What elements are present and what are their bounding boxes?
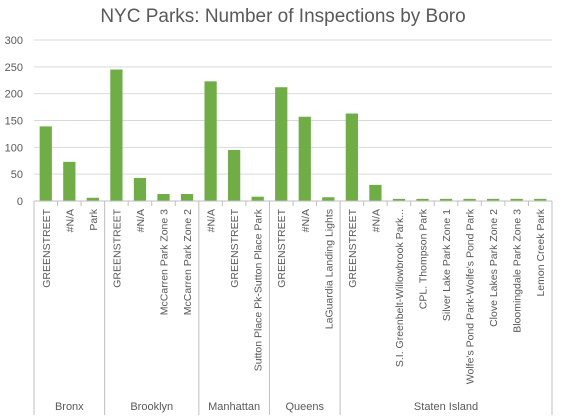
bar [157,194,170,201]
bar [180,194,194,201]
group-label: Brooklyn [130,401,173,413]
bar [251,196,264,201]
x-tick-label: Silver Lake Park Zone 1 [441,209,453,321]
bar [345,113,358,201]
x-tick-label: #N/A [135,209,147,232]
y-tick-label: 50 [11,169,23,181]
bars [39,69,547,202]
y-tick-label: 150 [5,116,23,128]
x-tick-label: McCarren Park Zone 3 [159,209,171,315]
bar [228,150,241,201]
bar [275,87,288,201]
bar [439,198,453,201]
x-tick-label: #N/A [64,209,76,232]
x-tick-label: Sutton Place Pk-Sutton Place Park [253,208,265,371]
group-label: Staten Island [414,401,478,413]
bar [86,197,99,201]
bar [510,198,523,201]
x-tick-label: Lemon Creek Park [535,208,547,296]
bar [322,197,335,201]
bar [463,198,476,201]
x-tick-label: LaGuardia Landing Lights [323,209,335,329]
x-tick-label: CPL. Thompson Park [418,208,430,309]
bar [110,69,123,202]
x-tick-label: GREENSTREET [347,208,359,287]
chart-title: NYC Parks: Number of Inspections by Boro [100,6,465,27]
y-tick-label: 0 [17,196,23,208]
y-tick-label: 100 [5,142,23,154]
group-label: Bronx [55,401,84,413]
y-tick-label: 200 [5,89,23,101]
x-tick-label: McCarren Park Zone 2 [182,209,194,315]
x-tick-label: #N/A [370,209,382,232]
x-tick-label: S.I. Greenbelt-Willowbrook Park... [394,209,406,367]
bar [63,161,76,201]
x-tick-label: Park [88,208,100,230]
x-tick-label: Bloomingdale Park Zone 3 [512,209,524,333]
x-tick-label: GREENSTREET [276,208,288,287]
bar [39,126,52,201]
bar [133,177,147,201]
group-label: Queens [286,401,325,413]
bar [416,198,429,201]
x-tick-label: Wolfe's Pond Park-Wolfe's Pond Park [465,208,477,384]
x-tick-label: GREENSTREET [111,208,123,287]
x-tick-label: Clove Lakes Park Zone 2 [488,209,500,327]
axes: 0 50 100 150 200 250 300 [5,35,553,415]
bar [204,81,217,201]
bar [392,198,406,201]
x-tick-label: #N/A [206,209,218,232]
category-labels: GREENSTREET #N/A Park Bronx GREENSTREET #N/A M… [41,208,547,413]
bar [369,184,382,201]
bar [487,198,500,201]
x-tick-label: #N/A [300,209,312,232]
y-tick-label: 300 [5,35,23,47]
x-tick-label: GREENSTREET [229,208,241,287]
y-tick-label: 250 [5,62,23,74]
group-label: Manhattan [208,401,260,413]
bar [298,116,311,201]
bar [534,198,547,201]
x-tick-label: GREENSTREET [41,208,53,287]
